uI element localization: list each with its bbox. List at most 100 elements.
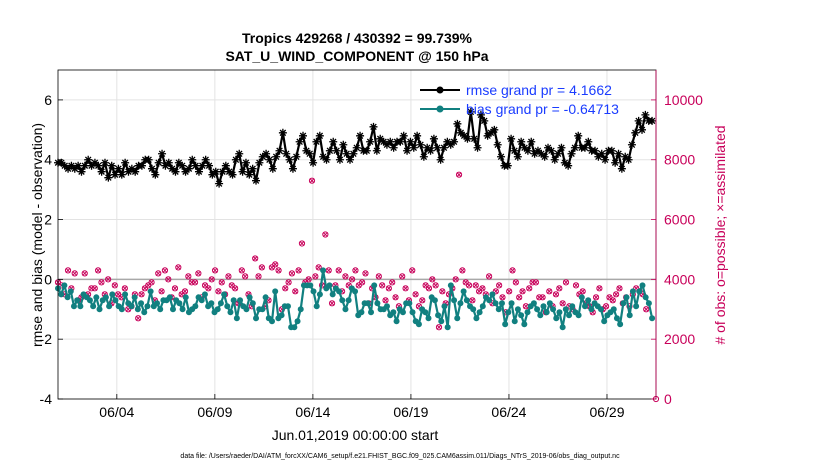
rmse-point [584, 137, 593, 146]
bias-point [176, 300, 183, 307]
rmse-point [191, 161, 200, 170]
rmse-point [225, 167, 234, 176]
obs-possible-marker [539, 294, 546, 301]
obs-possible-marker [218, 279, 225, 286]
rmse-point [215, 179, 224, 188]
bias-point [67, 288, 74, 295]
obs-possible-marker [532, 279, 540, 286]
rmse-point [184, 164, 193, 173]
rmse-point [433, 143, 442, 152]
rmse-point [114, 164, 123, 173]
rmse-point [399, 131, 408, 140]
rmse-point [550, 155, 559, 164]
rmse-point [554, 149, 563, 158]
bias-point [102, 294, 109, 301]
obs-possible-marker [205, 285, 212, 292]
bias-point [358, 309, 365, 316]
obs-assimilated-marker [403, 285, 409, 291]
bias-series [55, 267, 656, 331]
obs-assimilated-marker [172, 285, 178, 291]
bias-point [431, 297, 438, 304]
obs-possible-marker [315, 264, 322, 271]
rmse-point [560, 158, 569, 167]
bias-point [217, 300, 224, 307]
x-tick-label: 06/19 [393, 404, 428, 420]
rmse-point [631, 128, 640, 137]
rmse-point [463, 134, 472, 143]
obs-assimilated-marker [459, 267, 465, 273]
obs-possible-marker [465, 282, 473, 289]
bias-point [409, 309, 416, 316]
rmse-point [544, 143, 553, 152]
obs-possible-marker [359, 279, 366, 286]
rmse-point [352, 143, 361, 152]
obs-possible-marker [643, 306, 650, 313]
obs-possible-marker [138, 291, 145, 298]
bias-point [154, 300, 161, 307]
rmse-point [151, 170, 160, 179]
obs-possible-marker [559, 300, 566, 307]
obs-possible-marker [419, 297, 426, 304]
legend-bias-label: bias grand pr = -0.64713 [466, 101, 619, 117]
bias-point [336, 288, 343, 295]
obs-assimilated-marker [616, 285, 623, 291]
obs-assimilated-marker [469, 297, 475, 303]
plot-area [58, 70, 656, 399]
obs-assimilated-marker [556, 285, 562, 291]
obs-possible-marker [64, 267, 72, 274]
obs-assimilated-marker [309, 178, 315, 184]
obs-possible-marker [322, 231, 329, 238]
rmse-line [58, 110, 653, 185]
rmse-point [480, 116, 489, 125]
rmse-point [171, 167, 180, 176]
obs-possible-marker [526, 285, 533, 292]
rmse-point [100, 158, 109, 167]
bias-point [524, 309, 531, 316]
obs-possible-marker [399, 273, 406, 280]
bias-point [489, 291, 496, 298]
bias-point [320, 267, 327, 274]
obs-assimilated-marker [580, 288, 586, 294]
obs-possible-marker [496, 282, 503, 289]
obs-possible-marker [328, 300, 336, 307]
rmse-point [64, 164, 73, 173]
rmse-point [252, 176, 261, 185]
bias-point [393, 318, 400, 325]
bias-point [253, 315, 260, 322]
rmse-point [513, 152, 522, 161]
bias-point [438, 318, 445, 325]
obs-assimilated-marker [182, 288, 188, 294]
obs-possible-marker [385, 285, 392, 292]
rmse-point [453, 119, 462, 128]
bias-point [326, 282, 333, 289]
bias-point [457, 300, 464, 307]
bias-point [208, 300, 215, 307]
rmse-point [540, 152, 549, 161]
obs-assimilated-marker [329, 300, 335, 306]
y-tick-label: 0 [44, 271, 52, 287]
x-axis: 06/04 06/09 06/14 06/19 06/24 06/29 [99, 394, 625, 420]
legend-rmse-marker [436, 86, 444, 94]
rmse-point [356, 131, 365, 140]
obs-assimilated-marker [409, 267, 415, 273]
obs-assimilated-marker [212, 267, 218, 273]
bias-point [96, 306, 103, 313]
obs-assimilated-marker [299, 240, 305, 247]
obs-possible-marker [88, 285, 95, 292]
rmse-point [178, 161, 187, 170]
obs-possible-marker [155, 270, 162, 277]
obs-possible-marker [579, 288, 586, 295]
obs-possible-marker [452, 276, 459, 283]
rmse-point [406, 137, 415, 146]
obs-assimilated-marker [596, 285, 602, 291]
obs-possible-marker [188, 279, 195, 286]
rmse-point [188, 155, 197, 164]
rmse-point [372, 146, 381, 155]
obs-possible-marker [379, 282, 386, 289]
y2-tick-label: 0 [664, 391, 672, 407]
bias-point [230, 297, 237, 304]
x-tick-label: 06/24 [491, 404, 526, 420]
obs-assimilated-marker [326, 267, 332, 273]
rmse-point [366, 137, 375, 146]
obs-possible-marker [272, 261, 279, 268]
